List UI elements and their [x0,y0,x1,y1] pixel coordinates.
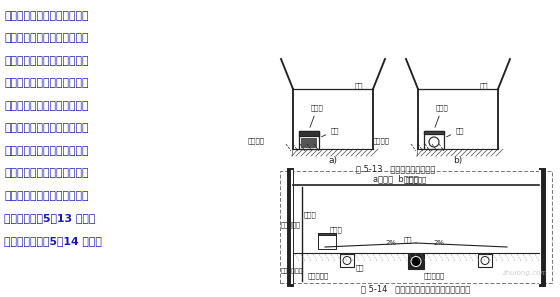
Text: 环向导水管: 环向导水管 [281,221,301,228]
Text: zhulong.com: zhulong.com [502,270,547,276]
Text: 中心水沟外，一般情况下都建: 中心水沟外，一般情况下都建 [4,78,88,89]
Bar [340,254,354,267]
Text: 路面: 路面 [355,82,363,89]
Text: 侧、中心式三种形式。除地下: 侧、中心式三种形式。除地下 [4,34,88,43]
Text: 嵌背纵向盲管: 嵌背纵向盲管 [281,268,304,274]
Text: 2%: 2% [434,240,445,246]
Text: 电缆槽: 电缆槽 [435,104,449,127]
Text: 明沟: 明沟 [446,127,464,137]
Text: 有效地疏导路面底部的积水。: 有效地疏导路面底部的积水。 [4,146,88,156]
Text: 明沟: 明沟 [356,264,365,271]
Text: a）暗沟  b）明沟: a）暗沟 b）明沟 [372,174,418,183]
Text: 2%: 2% [386,240,397,246]
Text: a): a) [329,156,338,165]
Text: 而路侧边沟的作用主要是排除: 而路侧边沟的作用主要是排除 [4,168,88,178]
Text: 防水层: 防水层 [304,211,317,218]
Text: 电缆槽: 电缆槽 [310,104,324,127]
Text: b): b) [454,156,463,165]
Text: 模筑混凝土: 模筑混凝土 [405,176,427,183]
Text: 路面: 路面 [480,82,488,89]
Bar [280,171,552,283]
Bar [318,233,336,249]
Bar [408,254,424,269]
Text: 排衬砌背后的地下水外，还可: 排衬砌背后的地下水外，还可 [4,124,88,133]
Text: 图 5-13   公路隧道侧边沟形式: 图 5-13 公路隧道侧边沟形式 [356,164,435,173]
Text: 中心排水管: 中心排水管 [424,272,445,279]
Text: 中心排水沟如图5－14 所示。: 中心排水沟如图5－14 所示。 [4,236,102,246]
Text: 电缆槽: 电缆槽 [330,226,343,233]
Text: 排水暗管: 排水暗管 [248,137,265,144]
Bar [478,254,492,267]
Text: 路面污水，其形式有明沟与暗: 路面污水，其形式有明沟与暗 [4,191,88,201]
Text: 排水暗管: 排水暗管 [373,137,390,144]
Bar [424,131,444,134]
Bar [318,233,336,235]
Bar [301,138,317,148]
Text: 路面: 路面 [404,236,413,243]
Text: 议设置中心水沟，它除了能引: 议设置中心水沟，它除了能引 [4,101,88,111]
Bar [299,131,319,149]
Text: 暗沟: 暗沟 [321,127,339,137]
Text: 水量不大的中、短隧道可不设: 水量不大的中、短隧道可不设 [4,56,88,66]
Text: 横向导水管: 横向导水管 [308,272,329,279]
Text: 图 5-14   公路隧道双侧排水沟与中心排水沟: 图 5-14 公路隧道双侧排水沟与中心排水沟 [361,284,470,293]
Bar [299,131,319,136]
Text: 隧道纵向排水沟，有单侧、双: 隧道纵向排水沟，有单侧、双 [4,11,88,21]
Bar [424,131,444,149]
Circle shape [411,257,421,266]
Text: 沟两种，如图5－13 所示。: 沟两种，如图5－13 所示。 [4,214,95,224]
